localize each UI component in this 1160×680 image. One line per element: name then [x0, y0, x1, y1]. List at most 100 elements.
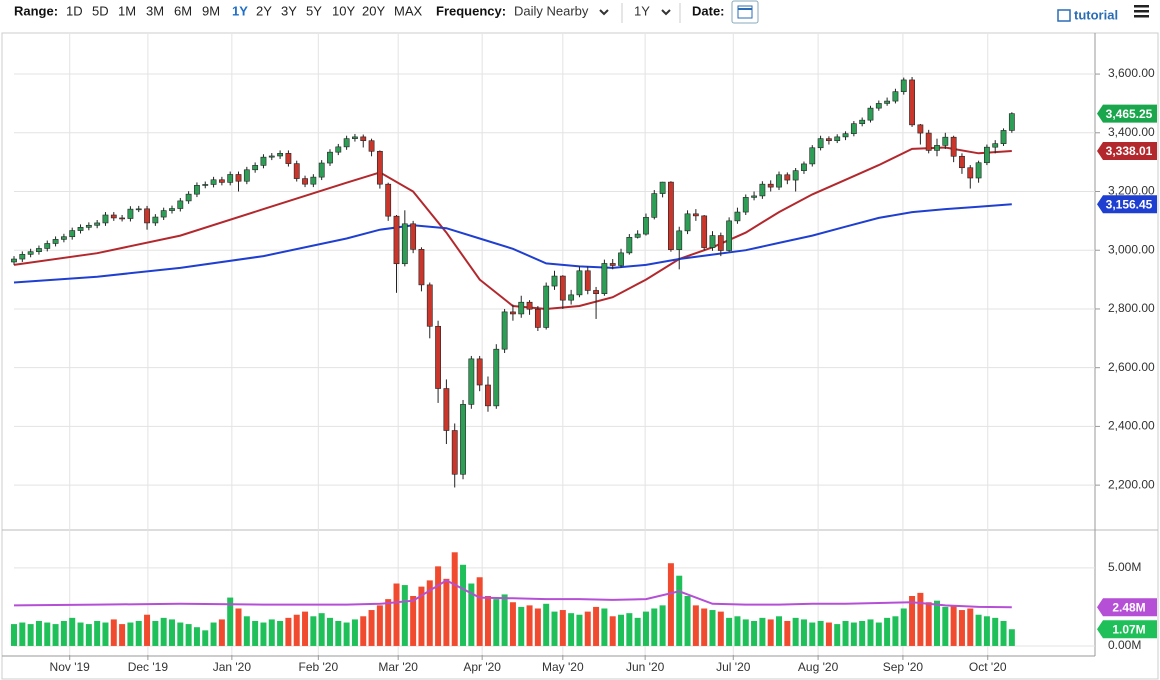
volume-bar [351, 619, 358, 646]
x-tick-label: Oct '20 [969, 660, 1007, 674]
menu-bar[interactable] [1134, 15, 1149, 18]
candle-body [368, 140, 375, 152]
calendar-icon[interactable] [737, 5, 753, 19]
candle-body [801, 163, 807, 171]
candle-body [169, 208, 175, 211]
candle-body [227, 174, 234, 183]
range-button[interactable]: 5D [92, 3, 109, 18]
candle-body [551, 275, 558, 287]
volume-bar [884, 617, 891, 646]
tutorial-link[interactable]: tutorial [1074, 7, 1118, 22]
candle-body [185, 193, 192, 202]
candle-body [94, 222, 101, 226]
candle-body [842, 133, 849, 138]
volume-bar [110, 619, 117, 646]
candle-body [501, 311, 508, 350]
volume-bar [950, 605, 957, 646]
chevron[interactable] [599, 9, 609, 16]
range-button[interactable]: 1M [118, 3, 136, 18]
x-tick-label: May '20 [542, 660, 584, 674]
volume-bar [501, 594, 508, 646]
volume-average-line [13, 579, 1012, 609]
candle-body [834, 136, 841, 142]
range-button[interactable]: 3M [146, 3, 164, 18]
y-tick-label: 3,200.00 [1108, 184, 1155, 198]
candle-body [734, 211, 741, 222]
candle-body [568, 294, 575, 301]
y-tick-label: 2,600.00 [1108, 360, 1155, 374]
calendar-button[interactable] [731, 0, 759, 24]
range-button[interactable]: 1D [66, 3, 83, 18]
range-button[interactable]: 3Y [281, 3, 297, 18]
y-tick-label: 2,400.00 [1108, 419, 1155, 433]
menu-bar[interactable] [1134, 5, 1149, 8]
candle-body [892, 91, 899, 102]
range-button[interactable]: 5Y [306, 3, 322, 18]
candle-body [44, 243, 51, 249]
menu-button[interactable] [1134, 5, 1149, 18]
candle-body [160, 210, 167, 218]
frequency-select[interactable]: Daily Nearby [514, 3, 589, 18]
candle-body [992, 143, 999, 148]
candle-body [742, 197, 749, 213]
candle-body [435, 325, 441, 389]
volume-bar [11, 624, 17, 646]
candle-body [418, 249, 425, 286]
candle-body [135, 208, 142, 211]
volume-tick-label: 0.00M [1108, 638, 1141, 652]
calendar-box[interactable] [731, 0, 759, 24]
candle-body [385, 183, 392, 217]
volume-bar [942, 606, 949, 646]
candle-body [526, 301, 533, 310]
candle-body [426, 284, 433, 327]
range-button[interactable]: 1Y [232, 3, 248, 18]
volume-tick-label: 5.00M [1108, 560, 1141, 574]
candle-body [875, 103, 882, 109]
range-button[interactable]: 2Y [256, 3, 272, 18]
volume-bar [451, 552, 458, 646]
ma-tag: 3,156.45 [1106, 197, 1153, 211]
volume-bar [917, 592, 924, 646]
chart-frame [1, 32, 1159, 680]
volume-bar [518, 606, 525, 646]
candle-body [909, 79, 915, 126]
volume-bar [418, 586, 425, 646]
range-button[interactable]: MAX [394, 3, 423, 18]
range-button[interactable]: 10Y [332, 3, 355, 18]
volume-bar [210, 622, 217, 646]
volume-bar [742, 619, 749, 646]
candle-body [194, 185, 200, 195]
y-tick-label: 2,800.00 [1108, 301, 1155, 315]
menu-bar[interactable] [1134, 10, 1149, 13]
volume-bar [335, 620, 342, 646]
volume-bar [809, 622, 816, 646]
volume-bar [185, 624, 192, 646]
candle-body [476, 358, 483, 386]
volume-bar [543, 603, 550, 646]
volume-bar [401, 585, 408, 646]
volume-bar [393, 583, 400, 646]
candle-body [485, 384, 491, 407]
period-select[interactable]: 1Y [634, 3, 650, 18]
volume-bar [667, 563, 674, 646]
volume-bar [410, 595, 417, 646]
range-button[interactable]: 20Y [362, 3, 385, 18]
volume-bar [69, 617, 76, 646]
candle-body [726, 220, 733, 251]
tutorial-icon[interactable] [1057, 9, 1071, 22]
range-button[interactable]: 9M [202, 3, 220, 18]
candle-body [152, 216, 159, 224]
x-tick-label: Mar '20 [378, 660, 418, 674]
chevron[interactable] [661, 9, 671, 16]
volume-bar [60, 620, 67, 646]
volume-bar [19, 622, 26, 646]
candle-body [77, 227, 84, 231]
candle-body [318, 162, 325, 178]
candle-body [759, 183, 766, 197]
range-button[interactable]: 6M [174, 3, 192, 18]
candle-body [601, 263, 608, 294]
candle-body [310, 176, 317, 185]
candle-body [967, 167, 974, 179]
volume-bar [376, 605, 383, 646]
candle-body [784, 174, 791, 181]
